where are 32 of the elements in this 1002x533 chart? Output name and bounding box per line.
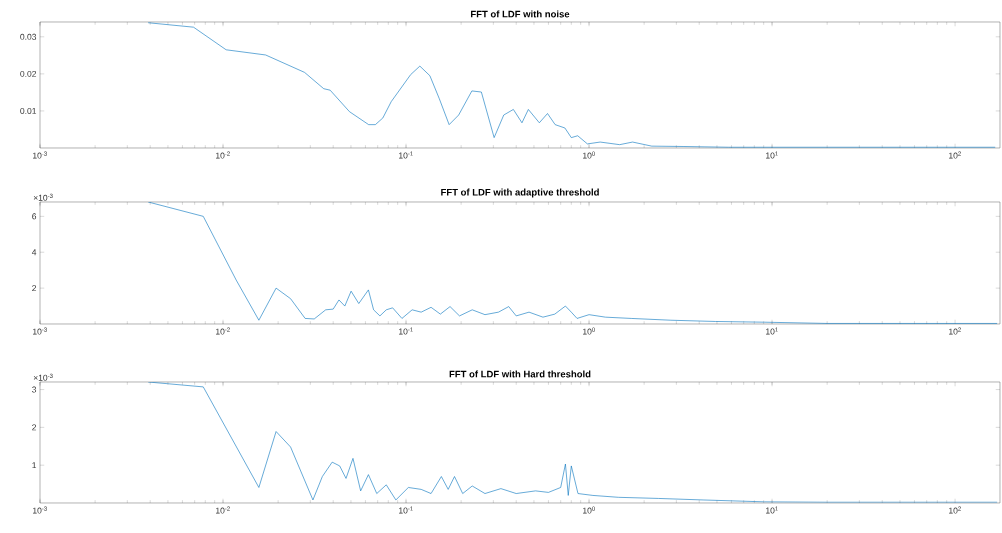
y-tick-label: 0.02 [20,70,37,77]
x-tick-label: 10$^{2}$ [949,327,961,335]
y-tick-label: 3 [32,386,37,393]
y-tick-label: 0.03 [20,33,37,40]
x-tick-label: 10$^{-2}$ [216,327,230,335]
text: ×10$^{-3}$ [33,373,53,381]
x-tick-label: 10$^{-3}$ [33,327,47,335]
chart-title: FFT of LDF with Hard threshold [449,370,591,378]
x-tick-label: 10$^{-3}$ [33,506,47,514]
x-tick-label: 10$^{-1}$ [399,327,413,335]
x-tick-label: 10$^{1}$ [766,506,778,514]
y-tick-label: 2 [32,285,37,292]
x-tick-label: 10$^{-2}$ [216,151,230,159]
x-tick-label: 10$^{-1}$ [399,506,413,514]
x-tick-label: 10$^{2}$ [949,151,961,159]
y-tick-label: 4 [31,249,37,256]
chart-title: FFT of LDF with adaptive threshold [441,188,599,198]
y-tick-label: 2 [32,424,37,431]
x-tick-label: 10$^{-2}$ [216,506,230,514]
y-tick-label: 6 [32,213,37,220]
x-tick-label: 10$^{0}$ [583,327,595,335]
y-tick-label: 0.01 [20,107,37,114]
text: ×10$^{-3}$ [33,193,53,201]
x-tick-label: 10$^{1}$ [766,151,778,159]
chart-title: FFT of LDF with noise [471,10,570,18]
x-tick-label: 10$^{2}$ [949,506,961,514]
x-tick-label: 10$^{0}$ [583,506,595,514]
x-tick-label: 10$^{1}$ [766,327,778,335]
x-tick-label: 10$^{-1}$ [399,151,413,159]
y-tick-label: 1 [32,462,37,469]
x-tick-label: 10$^{-3}$ [33,151,47,159]
x-tick-label: 10$^{0}$ [583,151,595,159]
